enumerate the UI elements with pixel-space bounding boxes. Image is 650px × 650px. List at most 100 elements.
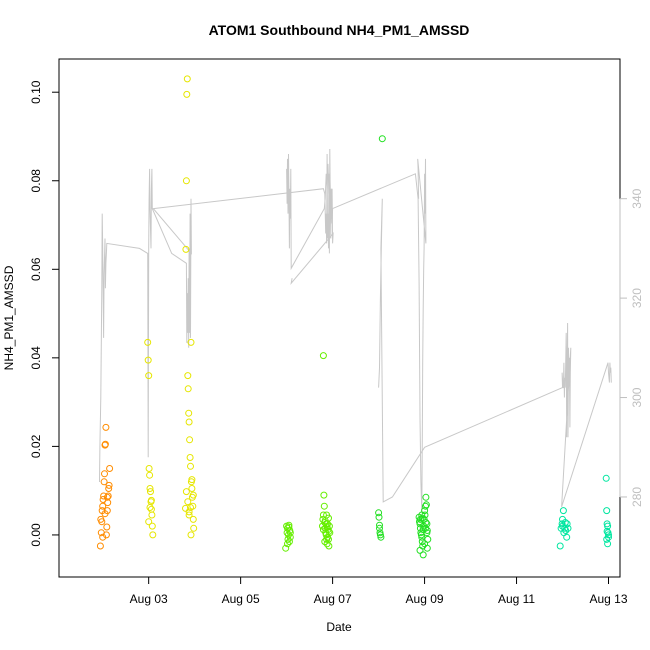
plot-frame	[58, 58, 621, 578]
overlay-line	[286, 153, 334, 285]
data-point	[147, 505, 155, 513]
data-point	[286, 533, 294, 541]
data-point	[100, 492, 108, 500]
data-point	[562, 527, 570, 534]
data-point	[320, 491, 328, 499]
data-point	[322, 520, 330, 528]
data-point	[147, 488, 154, 496]
data-point	[183, 90, 191, 98]
x-tick-label: Aug 13	[589, 592, 627, 606]
chart-title: ATOM1 Southbound NH4_PM1_AMSSD	[209, 22, 470, 38]
data-point	[184, 372, 192, 380]
data-point	[101, 440, 109, 448]
data-point	[190, 524, 198, 532]
data-point	[189, 491, 197, 499]
data-point	[285, 521, 293, 529]
data-point	[377, 533, 385, 541]
data-point	[561, 519, 569, 526]
data-point	[187, 338, 195, 346]
data-point	[147, 496, 155, 504]
data-point	[100, 478, 108, 486]
data-point	[184, 385, 192, 393]
data-point	[102, 531, 110, 539]
data-point	[422, 502, 429, 510]
data-point	[285, 531, 292, 539]
data-point	[604, 522, 612, 530]
data-point	[144, 338, 152, 346]
data-point	[286, 529, 294, 537]
data-point	[320, 502, 328, 510]
data-point	[189, 515, 197, 523]
y-axis-label: NH4_PM1_AMSSD	[2, 265, 16, 370]
data-point	[185, 409, 193, 417]
y2-tick-label: 320	[630, 288, 644, 308]
y-tick-label: 0.04	[29, 346, 43, 370]
data-point	[603, 535, 611, 543]
data-point	[188, 485, 196, 492]
data-point	[422, 493, 430, 501]
data-point	[187, 462, 194, 470]
data-point	[563, 533, 571, 541]
data-point	[323, 511, 331, 519]
y2-tick-label: 340	[630, 188, 644, 208]
data-point	[185, 508, 193, 516]
data-point	[419, 551, 427, 559]
data-point	[422, 501, 430, 509]
overlay-line	[99, 148, 427, 512]
data-point	[323, 523, 331, 531]
y-axis-right: 280 300 320 340	[619, 188, 644, 507]
data-point	[285, 538, 293, 546]
data-point	[182, 504, 189, 512]
data-point	[144, 356, 152, 364]
data-point	[602, 474, 610, 482]
data-point	[182, 245, 190, 253]
data-point	[416, 546, 424, 554]
data-point	[603, 507, 611, 515]
data-point	[101, 470, 108, 478]
y-tick-label: 0.00	[29, 523, 43, 547]
x-tick-label: Aug 05	[222, 592, 260, 606]
data-point	[375, 513, 383, 521]
data-point	[423, 544, 431, 552]
data-point	[99, 502, 107, 510]
data-point	[325, 535, 332, 543]
data-point	[605, 531, 612, 539]
y-tick-label: 0.08	[29, 169, 43, 193]
data-point	[325, 542, 333, 550]
data-point	[146, 471, 154, 479]
data-point	[106, 465, 114, 472]
data-point	[185, 418, 193, 426]
data-point	[146, 504, 154, 511]
data-point	[185, 511, 193, 519]
data-point	[323, 540, 331, 548]
data-point	[184, 498, 192, 506]
data-point	[556, 542, 564, 550]
data-point	[187, 504, 194, 511]
data-point	[188, 476, 196, 484]
y-tick-label: 0.06	[29, 257, 43, 281]
data-point	[423, 520, 431, 528]
data-point	[97, 515, 105, 523]
data-point	[103, 523, 111, 531]
y-tick-label: 0.10	[29, 80, 43, 104]
scatter-points-group	[96, 75, 612, 559]
data-point	[182, 177, 190, 185]
data-point	[604, 540, 612, 548]
x-tick-label: Aug 03	[130, 592, 168, 606]
y-tick-label: 0.02	[29, 434, 43, 458]
data-point	[105, 481, 113, 489]
data-point	[145, 465, 153, 472]
data-point	[418, 514, 426, 522]
data-point	[376, 524, 383, 532]
data-point	[149, 531, 157, 539]
data-point	[375, 509, 383, 517]
y-axis-left: 0.00 0.02 0.04 0.06 0.08 0.10	[29, 80, 60, 547]
data-point	[99, 533, 107, 541]
data-point	[422, 524, 429, 532]
x-tick-label: Aug 09	[406, 592, 444, 606]
data-point	[559, 507, 567, 515]
y2-tick-label: 280	[630, 487, 644, 507]
data-point	[183, 75, 191, 83]
data-point	[418, 533, 426, 541]
data-point	[378, 135, 386, 143]
